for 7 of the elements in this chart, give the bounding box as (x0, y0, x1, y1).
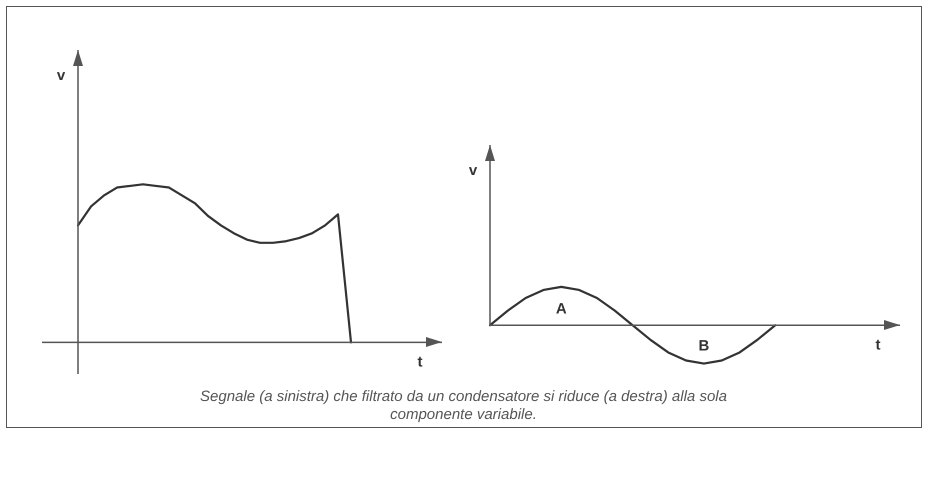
x-axis-title: t (418, 354, 422, 371)
annotation: A (556, 300, 567, 318)
text: Segnale (a sinistra) che filtrato da un condensatore si riduce (a destra) alla sola componente variabile. (199, 388, 728, 424)
annotation: B (698, 337, 710, 354)
y-axis-title: v (468, 162, 478, 180)
y-axis-title: v (56, 67, 66, 84)
x-axis-title: t (876, 336, 880, 354)
